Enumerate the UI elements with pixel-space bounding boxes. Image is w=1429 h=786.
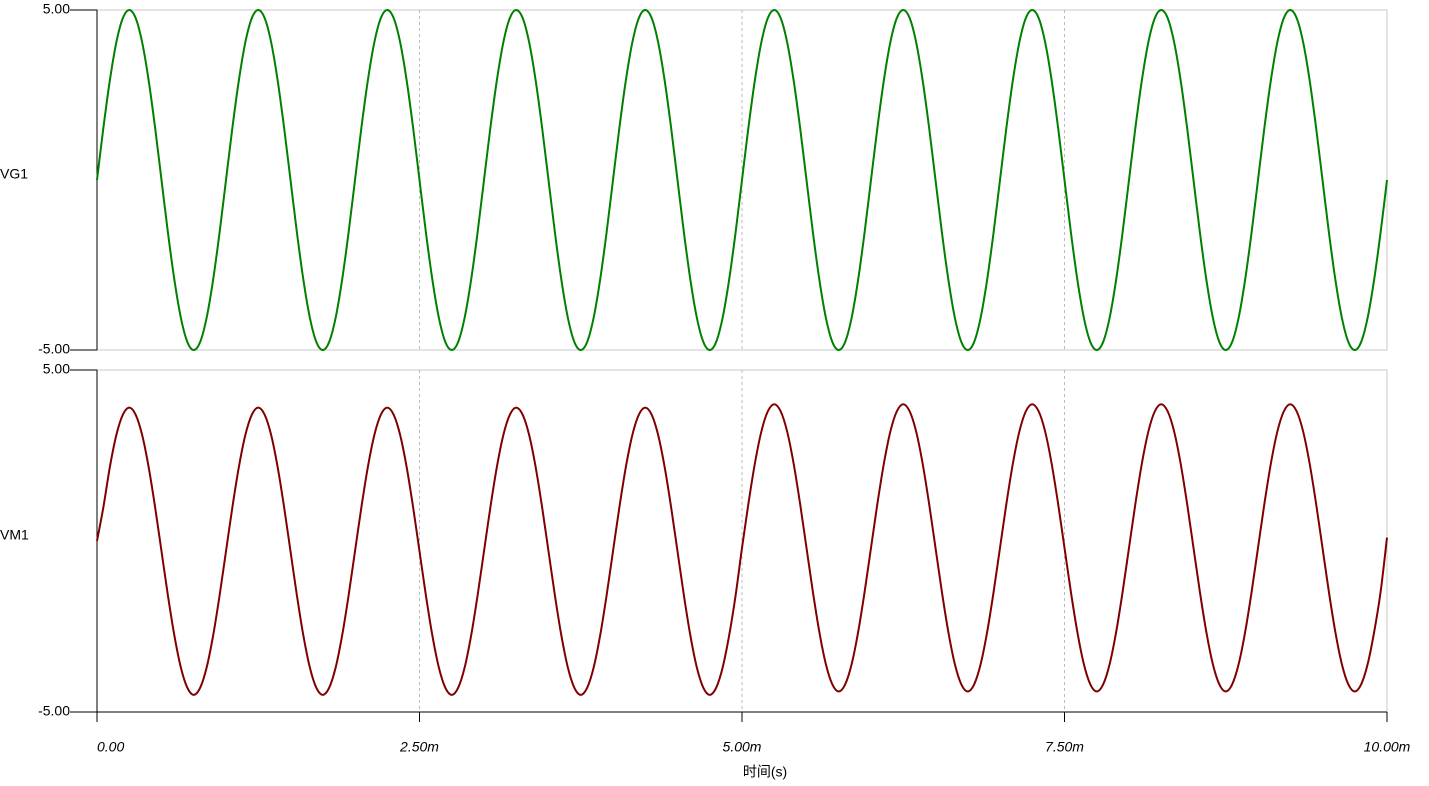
x-tick-label: 0.00	[97, 739, 124, 755]
x-tick-label: 2.50m	[399, 739, 439, 755]
y-tick-label: 5.00	[43, 1, 70, 17]
series-line	[96, 403, 1388, 696]
series-line	[96, 8, 1388, 352]
y-tick-label: 5.00	[43, 361, 70, 377]
y-tick-label: -5.00	[38, 341, 70, 357]
x-tick-label: 10.00m	[1364, 739, 1411, 755]
legend-label: VG1	[0, 166, 28, 182]
x-tick-label: 7.50m	[1045, 739, 1084, 755]
legend-label: VM1	[0, 527, 29, 543]
x-axis-label: 时间(s)	[743, 764, 787, 780]
x-tick-label: 5.00m	[723, 739, 762, 755]
y-tick-label: -5.00	[38, 703, 70, 719]
